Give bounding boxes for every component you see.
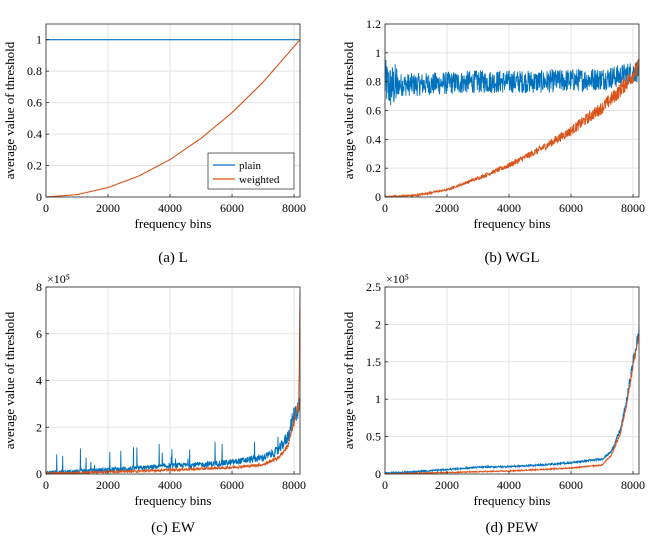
x-axis-label: frequency bins (135, 216, 212, 231)
series-line-blue (385, 325, 639, 474)
series-line-orange (46, 39, 300, 197)
y-tick-label: 6 (36, 327, 42, 341)
legend: plain weighted (207, 152, 295, 190)
x-axis-label: frequency bins (474, 493, 551, 508)
y-tick-label: 1.2 (366, 17, 381, 31)
y-tick-label: 2 (375, 317, 381, 331)
x-tick-label: 6000 (559, 201, 583, 215)
chart-panel-c: 0 2000 4000 6000 8000 0 2 4 6 8 ×10⁵ frequency bins… (2, 272, 306, 536)
series-line-orange (385, 59, 639, 197)
x-tick-label: 2000 (435, 201, 459, 215)
y-tick-label: 1 (36, 33, 42, 47)
x-tick-label: 8000 (621, 478, 645, 492)
y-tick-label: 0.8 (27, 64, 42, 78)
y-tick-label: 0.6 (27, 96, 42, 110)
y-tick-label: 1 (375, 392, 381, 406)
x-tick-label: 0 (43, 201, 49, 215)
series-line-orange (46, 293, 300, 474)
y-tick-label: 0.4 (366, 132, 381, 146)
panel-caption: (d) PEW (486, 520, 540, 536)
series-group (46, 293, 300, 474)
series-group (46, 39, 300, 197)
legend-box (207, 152, 295, 190)
y-tick-label: 2 (36, 420, 42, 434)
series-group (385, 58, 639, 197)
y-tick-label: 1 (375, 46, 381, 60)
y-axis-label: average value of threshold (2, 41, 17, 179)
chart-panel-d: 0 2000 4000 6000 8000 0 0.5 1 1.5 2 2.5 ×10⁵ frequen… (341, 272, 645, 536)
y-tick-label: 1.5 (366, 355, 381, 369)
legend-entry: plain (239, 160, 261, 172)
y-tick-label: 4 (36, 374, 42, 388)
x-tick-label: 6000 (220, 478, 244, 492)
y-tick-label: 2.5 (366, 280, 381, 294)
y-tick-label: 0 (36, 467, 42, 481)
y-tick-label: 0.6 (366, 104, 381, 118)
y-tick-label: 8 (36, 280, 42, 294)
x-tick-label: 2000 (96, 478, 120, 492)
x-tick-label: 4000 (497, 478, 521, 492)
x-tick-label: 4000 (497, 201, 521, 215)
x-tick-label: 0 (382, 478, 388, 492)
y-tick-label: 0.4 (27, 127, 42, 141)
panel-caption: (b) WGL (484, 250, 539, 266)
axes-box (384, 286, 640, 475)
y-tick-label: 0.5 (366, 430, 381, 444)
series-group (385, 325, 639, 474)
x-tick-label: 8000 (282, 201, 306, 215)
y-tick-label: 0.2 (27, 159, 42, 173)
x-tick-label: 0 (43, 478, 49, 492)
series-line-blue (46, 397, 300, 474)
y-tick-label: 0.2 (366, 161, 381, 175)
panel-caption: (c) EW (151, 520, 196, 536)
x-tick-label: 8000 (621, 201, 645, 215)
x-tick-label: 2000 (435, 478, 459, 492)
y-tick-label: 0 (36, 190, 42, 204)
x-tick-label: 0 (382, 201, 388, 215)
x-axis-label: frequency bins (135, 493, 212, 508)
y-tick-label: 0 (375, 190, 381, 204)
x-tick-label: 4000 (158, 201, 182, 215)
y-axis-label: average value of threshold (341, 41, 356, 179)
axis-exponent-label: ×10⁵ (47, 272, 70, 286)
chart-panel-a: 0 2000 4000 6000 8000 0 0.2 0.4 0.6 0.8 1 frequency… (2, 23, 306, 266)
y-tick-label: 0 (375, 467, 381, 481)
x-axis-label: frequency bins (474, 216, 551, 231)
x-tick-label: 4000 (158, 478, 182, 492)
chart-panel-b: 0 2000 4000 6000 8000 0 0.2 0.4 0.6 0.8 1 1.2 freque… (341, 17, 645, 266)
x-tick-label: 6000 (220, 201, 244, 215)
axis-exponent-label: ×10⁵ (386, 272, 409, 286)
x-tick-label: 6000 (559, 478, 583, 492)
x-tick-label: 8000 (282, 478, 306, 492)
y-tick-label: 0.8 (366, 75, 381, 89)
x-tick-label: 2000 (96, 201, 120, 215)
axes-box (45, 23, 301, 198)
series-line-orange (385, 334, 639, 474)
y-axis-label: average value of threshold (2, 311, 17, 449)
series-line-blue (385, 58, 639, 106)
legend-entry: weighted (239, 174, 280, 186)
y-axis-label: average value of threshold (341, 311, 356, 449)
panel-caption: (a) L (158, 250, 188, 266)
